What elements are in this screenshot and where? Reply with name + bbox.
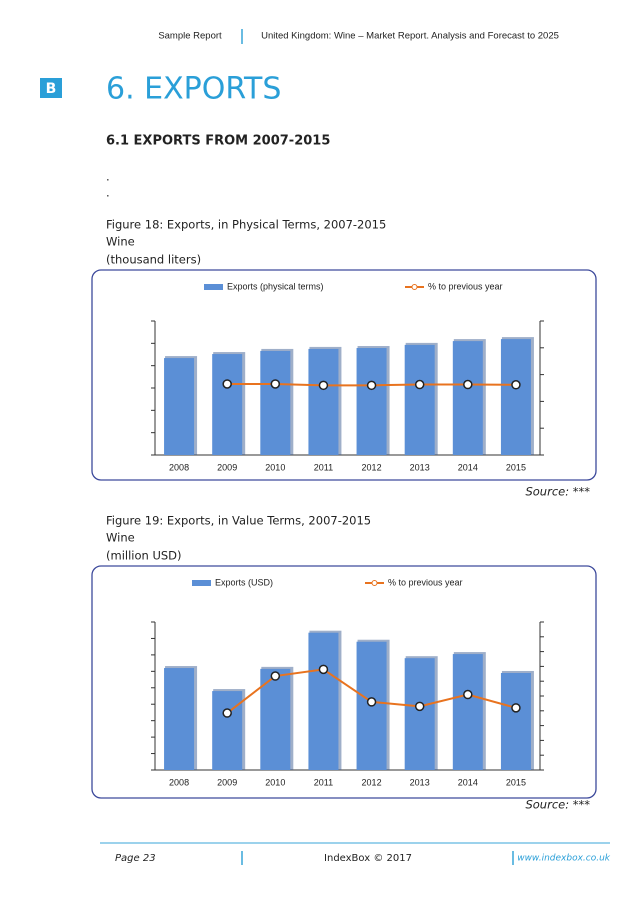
figure-unit: (thousand liters) [106,253,201,267]
bar [212,691,243,770]
bar [308,632,339,770]
bar [308,348,339,455]
line-marker [318,664,329,675]
bar [500,672,531,770]
x-tick-label: 2015 [506,462,526,472]
x-tick-label: 2014 [458,462,478,472]
bar [452,341,483,455]
bar [356,348,387,455]
line-marker [463,689,473,700]
figure-caption: Figure 19: Exports, in Value Terms, 2007… [106,514,371,528]
line-marker [270,379,281,389]
line-marker [222,379,232,389]
section-title: 6. EXPORTS [106,72,281,107]
line-marker [222,708,232,718]
x-tick-label: 2010 [265,462,285,472]
x-tick-label: 2015 [506,777,526,787]
figure-unit: (million USD) [106,549,182,563]
logo-box [40,78,62,98]
bar [164,358,195,455]
x-tick-label: 2011 [314,777,333,787]
x-tick-label: 2013 [410,462,430,472]
x-tick-label: 2008 [169,777,189,787]
line-marker [511,703,521,713]
line-marker [270,671,281,681]
logo: B [46,81,57,97]
line-marker [366,380,377,391]
legend-label: % to previous year [388,577,463,587]
figure-product: Wine [106,235,135,249]
x-tick-label: 2013 [410,777,430,787]
legend-label: % to previous year [428,281,503,291]
x-tick-label: 2010 [265,777,285,787]
legend-label: Exports (USD) [215,577,273,587]
x-tick-label: 2008 [169,462,189,472]
x-tick-label: 2009 [217,462,237,472]
bar [212,354,243,455]
line-marker [366,697,377,707]
bar [260,350,291,455]
legend-swatch [411,284,418,290]
line-marker [511,380,521,390]
line-marker [318,380,329,391]
source: Source: *** [525,798,590,812]
x-tick-label: 2012 [362,462,382,472]
figure-product: Wine [106,531,135,545]
footer-page: Page 23 [115,853,156,864]
figure-caption: Figure 18: Exports, in Physical Terms, 2… [106,218,386,232]
bar [164,668,195,770]
body-line: . [106,170,110,184]
legend-label: Exports (physical terms) [227,281,324,291]
bar [452,654,483,770]
header-left: Sample Report [158,31,222,42]
bar [500,339,531,455]
x-tick-label: 2009 [217,777,237,787]
legend-swatch [192,580,211,586]
subsection-title: 6.1 EXPORTS FROM 2007-2015 [106,134,330,149]
bar [260,668,291,770]
footer-center: IndexBox © 2017 [324,853,412,864]
line-marker [414,701,425,712]
footer-url: www.indexbox.co.uk [517,854,611,864]
line-marker [414,379,425,390]
header-right: United Kingdom: Wine – Market Report. An… [261,31,559,42]
x-tick-label: 2012 [362,777,382,787]
x-tick-label: 2014 [458,777,478,787]
bar [404,658,435,770]
legend-swatch [371,580,378,586]
line-marker [463,379,473,390]
x-tick-label: 2011 [314,462,333,472]
source: Source: *** [525,485,590,499]
body-line: . [106,186,110,200]
bar [404,344,435,455]
legend-swatch [204,284,223,290]
